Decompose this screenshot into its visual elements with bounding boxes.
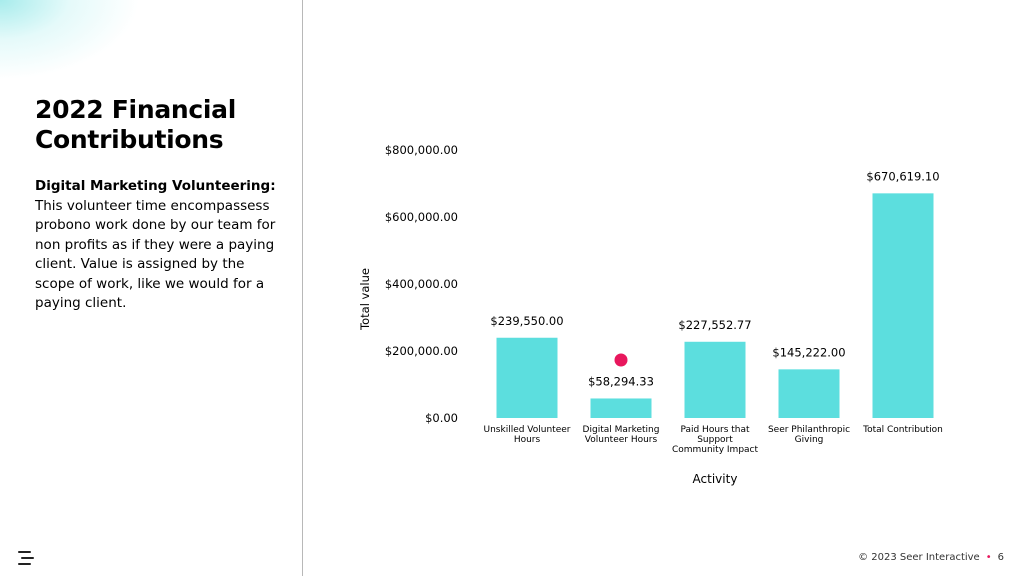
bar [778,369,840,418]
footer: © 2023 Seer Interactive • 6 [858,552,1004,563]
x-tick-label: Digital Marketing [583,425,660,435]
slide-title: 2022 Financial Contributions [35,95,237,154]
x-tick-label: Giving [795,435,824,445]
seer-logo-icon [18,550,36,566]
x-axis-label: Activity [693,472,738,486]
vertical-divider [302,0,303,576]
data-label: $670,619.10 [866,169,939,183]
bar [872,193,934,418]
bar [496,337,558,418]
corner-glow-decoration [0,0,140,80]
y-tick-label: $400,000.00 [385,277,458,291]
data-label: $58,294.33 [588,374,654,388]
x-tick-label: Seer Philanthropic [768,425,850,435]
y-tick-label: $600,000.00 [385,210,458,224]
bar [684,341,746,418]
x-tick-label: Paid Hours that [680,425,750,435]
slide-body: Digital Marketing Volunteering: This vol… [35,177,285,314]
bar [590,398,652,418]
x-tick-label: Hours [514,435,541,445]
x-tick-label: Volunteer Hours [585,435,658,445]
body-lead: Digital Marketing Volunteering: [35,178,276,194]
y-tick-label: $800,000.00 [385,143,458,157]
body-paragraph: This volunteer time encompassess probono… [35,197,276,312]
data-label: $145,222.00 [772,345,845,359]
bar-chart: $0.00 $200,000.00 $400,000.00 $600,000.00 $8… [340,130,980,504]
x-tick-label: Total Contribution [862,425,943,435]
page-number: 6 [997,552,1004,563]
x-tick-label: Support [697,435,733,445]
y-tick-label: $200,000.00 [385,344,458,358]
x-tick-label: Community Impact [672,445,759,455]
data-label: $227,552.77 [678,318,751,332]
y-axis-label: Total value [358,268,372,331]
y-tick-label: $0.00 [425,411,458,425]
highlight-marker-dot [614,353,628,367]
footer-separator-dot: • [985,552,992,563]
footer-copyright: © 2023 Seer Interactive [858,552,980,563]
bar-chart-svg: $0.00 $200,000.00 $400,000.00 $600,000.00 $8… [358,143,943,486]
x-tick-label: Unskilled Volunteer [484,425,571,435]
data-label: $239,550.00 [490,314,563,328]
